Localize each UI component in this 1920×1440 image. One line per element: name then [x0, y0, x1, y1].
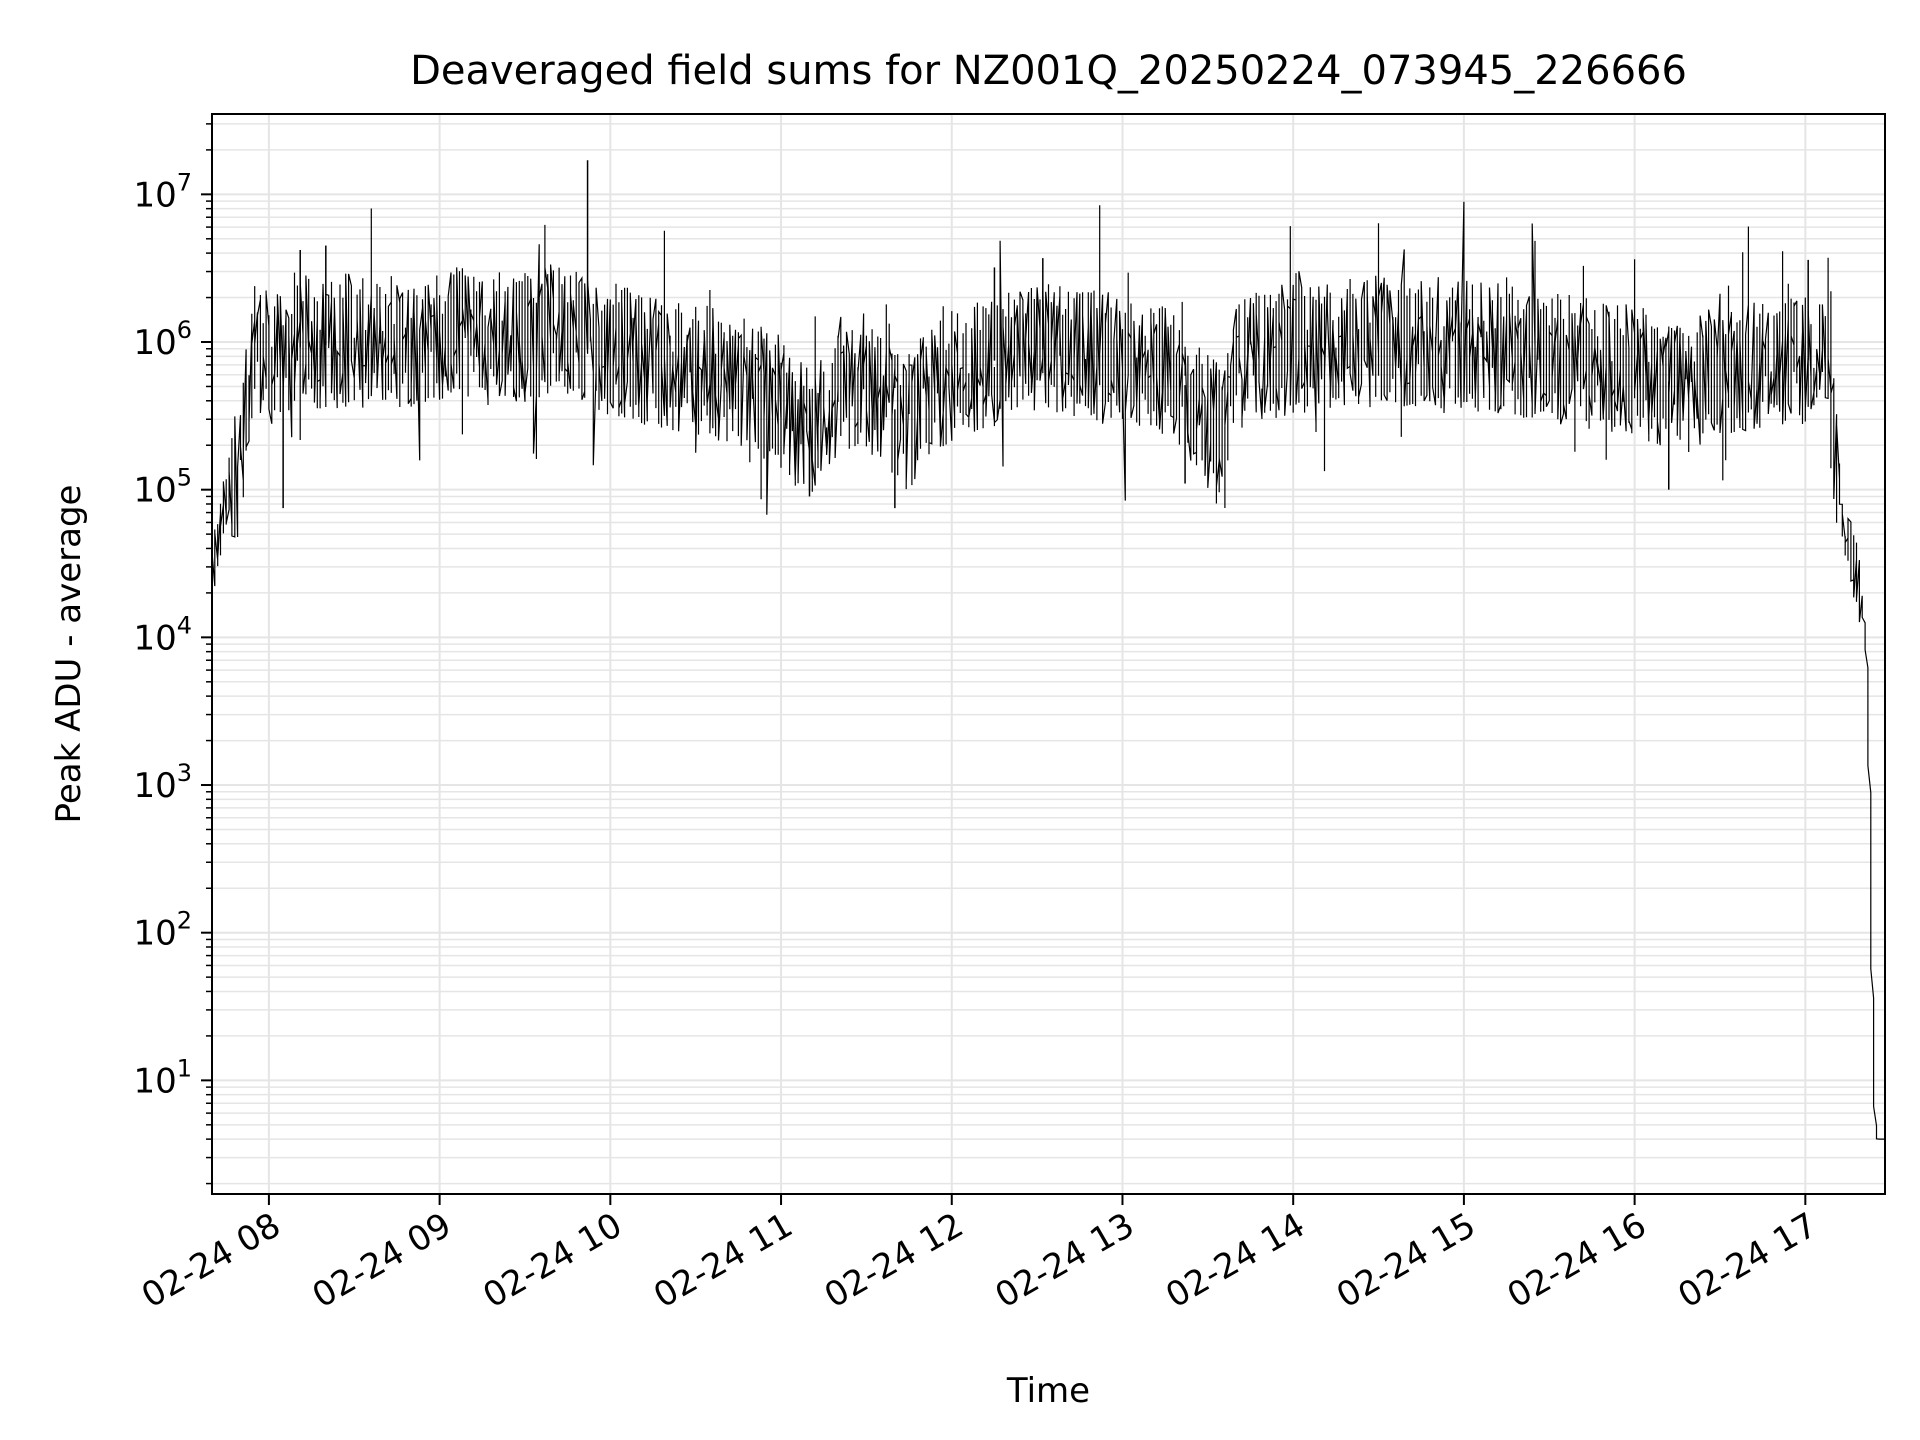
- x-axis-ticks: 02-24 08 02-24 09 02-24 10 02-24 11 02-24 12…: [135, 1194, 1824, 1316]
- plot-frame: [211, 113, 1886, 1195]
- x-tick-label: 02-24 13: [989, 1205, 1141, 1316]
- x-axis-label: Time: [1006, 1371, 1090, 1411]
- y-tick-exponent: 7: [177, 168, 192, 196]
- major-gridlines: [212, 114, 1885, 1194]
- y-tick-label: 103: [133, 759, 192, 806]
- y-axis-label: Peak ADU - average: [49, 485, 89, 824]
- y-tick-label: 104: [133, 611, 192, 658]
- y-tick-exponent: 2: [177, 907, 192, 935]
- x-tick-label: 02-24 11: [647, 1205, 799, 1316]
- x-tick-label: 02-24 14: [1159, 1205, 1311, 1316]
- x-tick-label: 02-24 08: [135, 1205, 287, 1316]
- x-tick-label: 02-24 12: [818, 1205, 970, 1316]
- y-tick-base: 10: [133, 618, 176, 658]
- y-tick-exponent: 1: [177, 1054, 192, 1082]
- y-tick-base: 10: [133, 914, 176, 954]
- y-tick-label: 101: [133, 1054, 192, 1101]
- y-tick-base: 10: [133, 175, 176, 215]
- x-tick-label: 02-24 17: [1671, 1205, 1823, 1316]
- chart-title: Deaveraged field sums for NZ001Q_2025022…: [410, 48, 1687, 94]
- y-tick-exponent: 6: [177, 316, 192, 344]
- x-tick-label: 02-24 09: [306, 1205, 458, 1316]
- x-tick-label: 02-24 10: [476, 1205, 628, 1316]
- y-tick-label: 105: [133, 464, 192, 511]
- x-tick-label: 02-24 15: [1330, 1205, 1482, 1316]
- y-tick-exponent: 4: [177, 611, 192, 639]
- y-tick-exponent: 5: [177, 464, 192, 492]
- y-tick-base: 10: [133, 766, 176, 806]
- y-tick-label: 102: [133, 907, 192, 954]
- y-tick-exponent: 3: [177, 759, 192, 787]
- y-tick-label: 106: [133, 316, 192, 363]
- y-tick-base: 10: [133, 471, 176, 511]
- series-line: [211, 201, 1885, 1140]
- x-tick-label: 02-24 16: [1501, 1205, 1653, 1316]
- y-tick-base: 10: [133, 1061, 176, 1101]
- series-layer: [211, 160, 1885, 1140]
- y-tick-base: 10: [133, 323, 176, 363]
- y-tick-label: 107: [133, 168, 192, 215]
